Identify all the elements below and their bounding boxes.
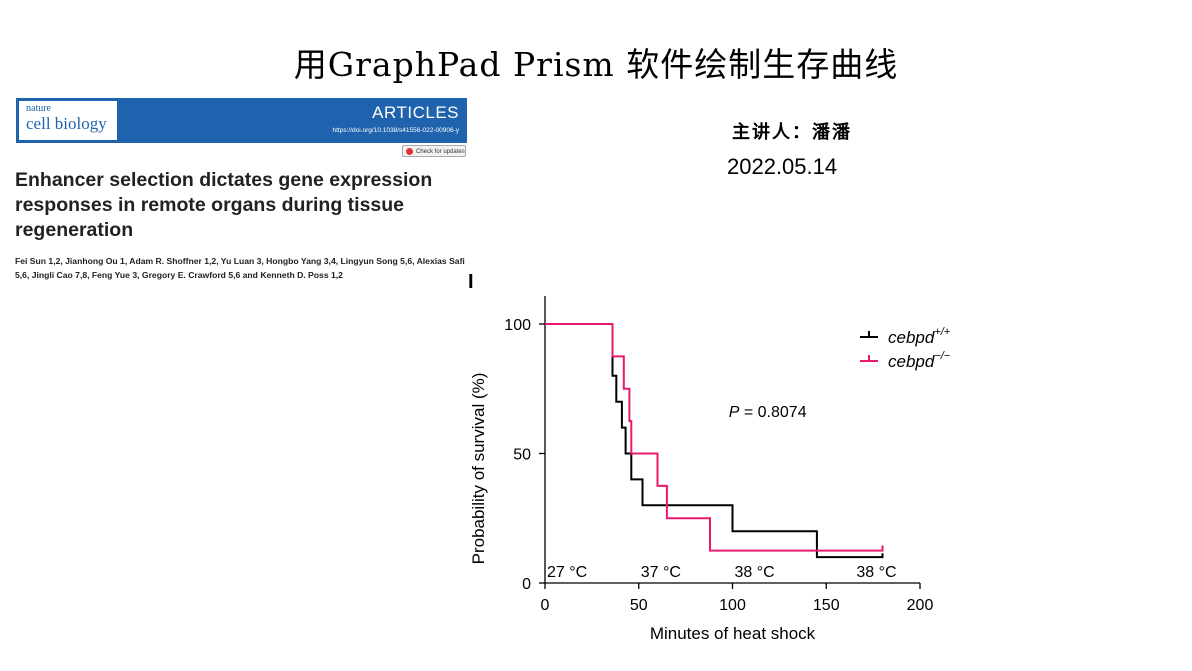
x-tick-label: 100 (719, 597, 746, 614)
paper-title: Enhancer selection dictates gene express… (15, 169, 433, 241)
journal-logo-big: cell biology (26, 114, 107, 133)
y-tick-label: 50 (513, 447, 531, 464)
slide-title: 用GraphPad Prism 软件绘制生存曲线 (293, 45, 899, 84)
check-updates-button[interactable]: Check for updates (402, 145, 466, 157)
presentation-date: 2022.05.14 (727, 154, 838, 179)
temperature-label: 38 °C (735, 564, 775, 581)
survival-chart: 0 50 100 150 200 0 50 100 Minutes of heat shock P… (469, 296, 951, 643)
author-list: Fei Sun 1,2, Jianhong Ou 1, Adam R. Shof… (15, 256, 465, 280)
journal-logo-small: nature (26, 103, 51, 114)
p-value-annotation: P = 0.8074 (729, 404, 807, 421)
temperature-label: 27 °C (547, 564, 587, 581)
panel-letter: I (468, 271, 474, 293)
section-label: ARTICLES (372, 103, 459, 122)
check-updates-label: Check for updates (416, 149, 465, 155)
x-tick-label: 150 (813, 597, 840, 614)
survival-curve-1 (545, 323, 884, 559)
x-tick-label: 50 (630, 597, 648, 614)
y-tick-label: 0 (522, 576, 531, 593)
presenter-label: 主讲人：潘潘 (732, 122, 852, 143)
legend-entry: cebpd+/+ (888, 326, 951, 347)
y-tick-label: 100 (504, 317, 531, 334)
temperature-label: 38 °C (856, 564, 896, 581)
journal-logo: nature cell biology (19, 101, 117, 140)
x-tick-label: 0 (541, 597, 550, 614)
doi-link[interactable]: https://doi.org/10.1038/s41556-022-00906… (332, 127, 459, 134)
check-updates-icon (406, 148, 413, 155)
journal-banner: nature cell biology ARTICLES https://doi… (16, 98, 467, 143)
x-axis-label: Minutes of heat shock (650, 624, 816, 643)
x-tick-label: 200 (907, 597, 934, 614)
legend-entry: cebpd−/− (888, 350, 951, 371)
y-axis-label: Probability of survival (%) (469, 373, 488, 565)
temperature-label: 37 °C (641, 564, 681, 581)
survival-curve-2 (545, 323, 884, 552)
